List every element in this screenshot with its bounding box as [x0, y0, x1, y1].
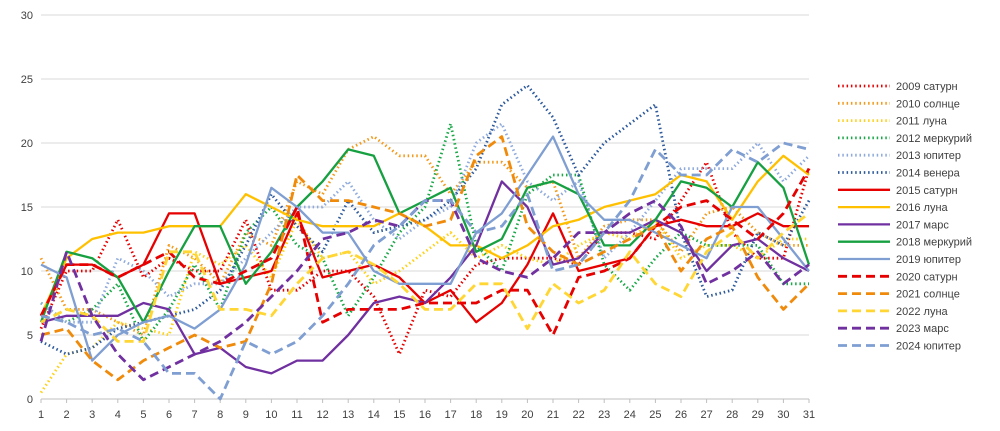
legend-label: 2024 юпитер: [896, 341, 961, 353]
series-line-13: [40, 135, 810, 382]
x-tick-label: 8: [217, 409, 223, 421]
legend-label: 2016 луна: [896, 202, 949, 214]
x-tick-label: 12: [316, 409, 328, 421]
y-tick-label: 0: [27, 394, 33, 406]
x-tick-label: 26: [675, 409, 687, 421]
legend-label: 2023 марс: [896, 323, 949, 335]
series-lines: [39, 84, 811, 401]
x-tick-label: 14: [368, 409, 380, 421]
legend-label: 2021 солнце: [896, 289, 960, 301]
x-tick-label: 22: [572, 409, 584, 421]
y-tick-label: 15: [21, 202, 33, 214]
legend-label: 2022 луна: [896, 306, 949, 318]
legend-entry: 2022 луна: [838, 306, 949, 318]
legend-entry: 2018 меркурий: [838, 237, 972, 249]
legend-entry: 2023 марс: [838, 323, 949, 335]
legend-entry: 2013 юпитер: [838, 150, 961, 162]
y-tick-label: 25: [21, 74, 33, 86]
x-tick-label: 16: [419, 409, 431, 421]
series-line-2: [39, 135, 809, 337]
x-tick-label: 5: [140, 409, 146, 421]
x-tick-label: 18: [470, 409, 482, 421]
legend-entry: 2010 солнце: [838, 98, 960, 110]
series-line-11: [40, 135, 810, 362]
legend-label: 2010 солнце: [896, 98, 960, 110]
legend-entry: 2016 луна: [838, 202, 949, 214]
x-tick-label: 9: [243, 409, 249, 421]
legend-entry: 2015 сатурн: [838, 185, 958, 197]
x-tick-label: 7: [192, 409, 198, 421]
series-line-5: [40, 122, 810, 324]
x-tick-label: 24: [624, 409, 636, 421]
y-tick-label: 20: [21, 138, 33, 150]
series-line-1: [39, 160, 811, 356]
series-line-6: [40, 84, 811, 356]
x-tick-label: 10: [265, 409, 277, 421]
series-line-3: [39, 218, 809, 394]
x-tick-label: 21: [547, 409, 559, 421]
legend: 2009 сатурн 2010 солнце 2011 луна 2012 мерк…: [838, 81, 972, 353]
legend-entry: 2011 луна: [838, 116, 948, 128]
x-tick-label: 4: [115, 409, 121, 421]
x-tick-label: 13: [342, 409, 354, 421]
legend-label: 2019 юпитер: [896, 254, 961, 266]
x-tick-label: 28: [726, 409, 738, 421]
x-axis: 1 2 3 4 5 6 7 8 9 10 11 12 13 14 15 16 17 18 19 20 21 22 23 24 2…: [38, 398, 815, 421]
x-tick-label: 23: [598, 409, 610, 421]
series-line-4: [40, 122, 809, 343]
series-line-12: [39, 167, 811, 337]
x-tick-label: 19: [496, 409, 508, 421]
legend-entry: 2009 сатурн: [838, 81, 958, 93]
x-tick-label: 20: [521, 409, 533, 421]
y-tick-label: 10: [21, 266, 33, 278]
legend-label: 2012 меркурий: [896, 133, 972, 145]
x-tick-label: 29: [752, 409, 764, 421]
x-tick-label: 17: [444, 409, 456, 421]
legend-entry: 2024 юпитер: [838, 341, 961, 353]
y-axis: 0 5 10 15 20 25 30: [21, 10, 33, 406]
y-tick-label: 5: [27, 330, 33, 342]
legend-label: 2017 марс: [896, 219, 949, 231]
x-tick-label: 30: [777, 409, 789, 421]
legend-label: 2009 сатурн: [896, 81, 958, 93]
x-tick-label: 25: [649, 409, 661, 421]
legend-entry: 2012 меркурий: [838, 133, 972, 145]
x-tick-label: 11: [291, 409, 302, 421]
legend-entry: 2021 солнце: [838, 289, 960, 301]
x-tick-label: 1: [38, 409, 44, 421]
series-line-9: [40, 180, 810, 375]
legend-label: 2014 венера: [896, 168, 961, 180]
legend-entry: 2014 венера: [838, 168, 961, 180]
series-line-14: [40, 212, 810, 343]
x-tick-label: 2: [64, 409, 70, 421]
legend-label: 2011 луна: [896, 116, 948, 128]
legend-entry: 2019 юпитер: [838, 254, 961, 266]
x-tick-label: 3: [89, 409, 95, 421]
legend-label: 2020 сатурн: [896, 271, 958, 283]
x-tick-label: 15: [393, 409, 405, 421]
legend-label: 2018 меркурий: [896, 237, 972, 249]
series-line-16: [40, 141, 810, 401]
x-tick-label: 31: [803, 409, 815, 421]
legend-label: 2013 юпитер: [896, 150, 961, 162]
y-tick-label: 30: [21, 10, 33, 22]
x-tick-label: 6: [166, 409, 172, 421]
legend-label: 2015 сатурн: [896, 185, 958, 197]
x-tick-label: 27: [700, 409, 712, 421]
legend-entry: 2020 сатурн: [838, 271, 958, 283]
legend-entry: 2017 марс: [838, 219, 949, 231]
